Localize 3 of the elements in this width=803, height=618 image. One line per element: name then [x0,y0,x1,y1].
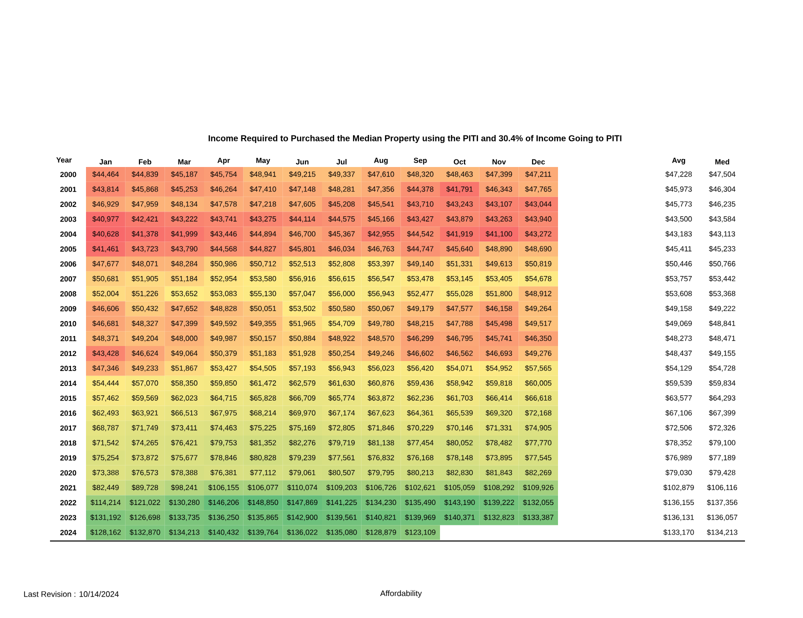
chart-title: Income Required to Purchased the Median Property using the PITI and 30.4% of Income Going to PITI [208,134,622,144]
text: Last Revision : 10/14/2024 [24,591,119,597]
text: Affordability [380,590,422,598]
